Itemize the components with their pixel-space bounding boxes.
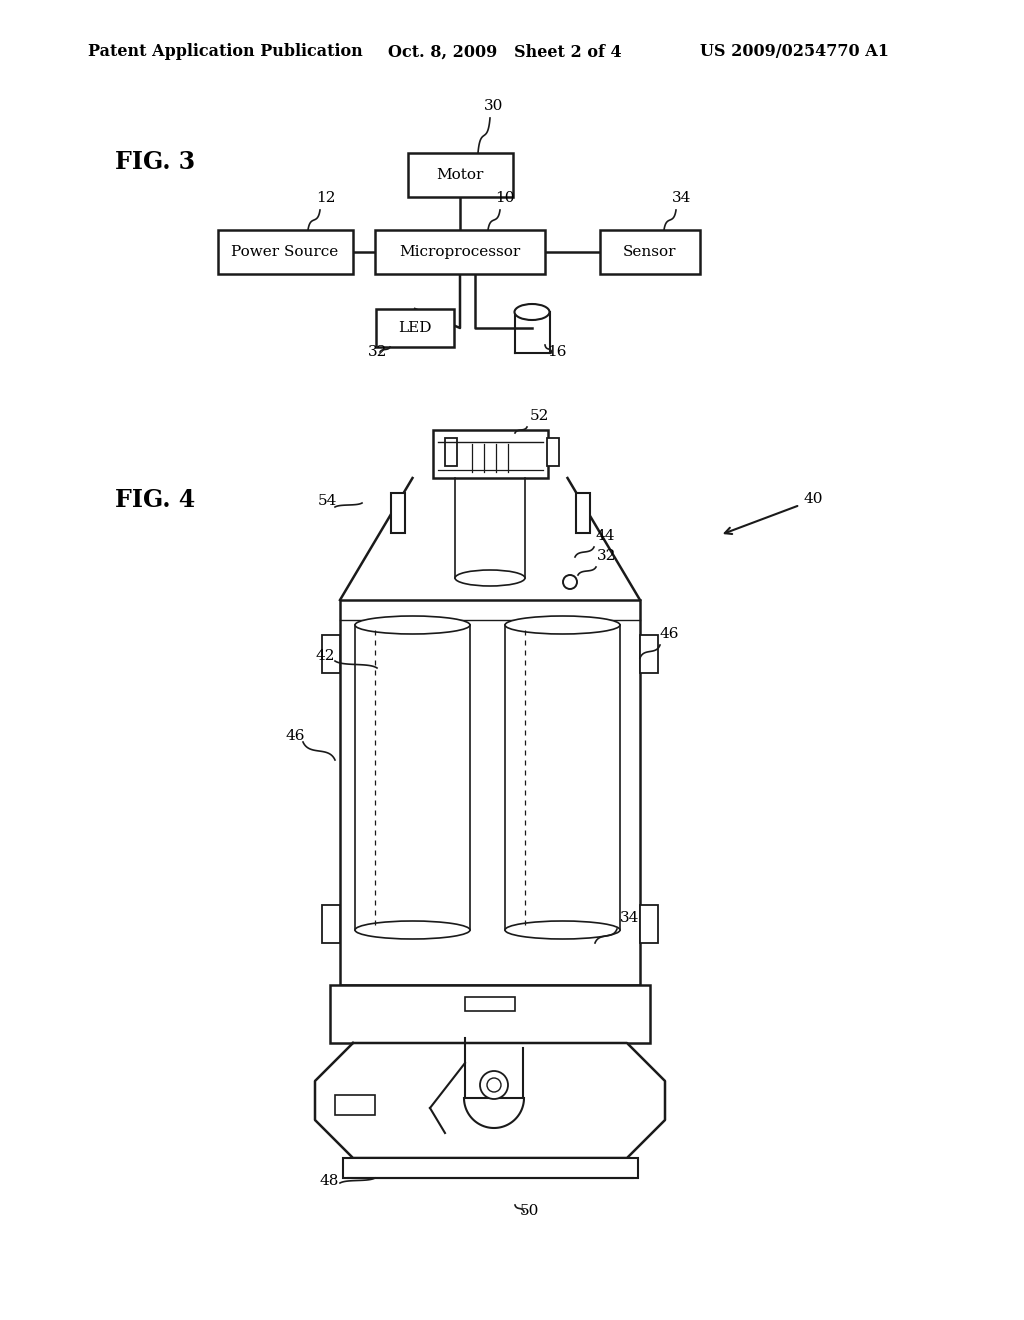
Bar <box>340 601 640 985</box>
Text: 46: 46 <box>660 627 680 642</box>
Text: 46: 46 <box>285 729 304 743</box>
Bar <box>355 624 470 931</box>
Bar <box>390 492 404 533</box>
Text: Power Source: Power Source <box>231 246 339 259</box>
Ellipse shape <box>455 570 525 586</box>
Bar <box>640 906 658 942</box>
Text: Motor: Motor <box>436 168 483 182</box>
Text: FIG. 4: FIG. 4 <box>115 488 196 512</box>
Text: 54: 54 <box>318 494 337 508</box>
Text: Patent Application Publication: Patent Application Publication <box>88 44 362 61</box>
Circle shape <box>487 1078 501 1092</box>
Text: Microprocessor: Microprocessor <box>399 246 520 259</box>
Bar <box>330 985 650 1043</box>
Bar <box>322 635 340 673</box>
Text: 44: 44 <box>595 529 614 543</box>
Text: 48: 48 <box>319 1173 339 1188</box>
Ellipse shape <box>355 616 470 634</box>
Bar <box>375 230 545 275</box>
Text: 34: 34 <box>672 191 691 205</box>
Text: 30: 30 <box>484 99 504 114</box>
Text: 12: 12 <box>316 191 336 205</box>
Text: FIG. 3: FIG. 3 <box>115 150 196 174</box>
Text: 40: 40 <box>803 492 822 506</box>
Ellipse shape <box>505 616 620 634</box>
Ellipse shape <box>505 921 620 939</box>
Text: 32: 32 <box>368 345 387 359</box>
Bar <box>342 1158 638 1177</box>
Bar <box>432 430 548 478</box>
Text: Sensor: Sensor <box>624 246 677 259</box>
Bar <box>600 230 700 275</box>
Ellipse shape <box>355 921 470 939</box>
Circle shape <box>563 576 577 589</box>
Polygon shape <box>315 1043 665 1158</box>
Bar <box>376 309 454 347</box>
Bar <box>640 635 658 673</box>
Text: LED: LED <box>398 321 432 335</box>
Bar <box>505 624 620 931</box>
Text: 16: 16 <box>547 345 566 359</box>
Bar <box>547 438 558 466</box>
Text: Oct. 8, 2009   Sheet 2 of 4: Oct. 8, 2009 Sheet 2 of 4 <box>388 44 622 61</box>
Text: US 2009/0254770 A1: US 2009/0254770 A1 <box>700 44 889 61</box>
Bar <box>408 153 512 197</box>
Bar <box>322 906 340 942</box>
Text: 34: 34 <box>620 911 639 925</box>
Ellipse shape <box>514 304 550 319</box>
Bar <box>575 492 590 533</box>
Bar <box>444 438 457 466</box>
Bar <box>335 1096 375 1115</box>
Text: 42: 42 <box>315 649 335 663</box>
Text: 10: 10 <box>495 191 514 205</box>
Text: 50: 50 <box>520 1204 540 1218</box>
Text: 52: 52 <box>530 409 549 422</box>
Bar <box>217 230 352 275</box>
Bar <box>465 997 515 1011</box>
Text: 32: 32 <box>597 549 616 564</box>
Circle shape <box>480 1071 508 1100</box>
